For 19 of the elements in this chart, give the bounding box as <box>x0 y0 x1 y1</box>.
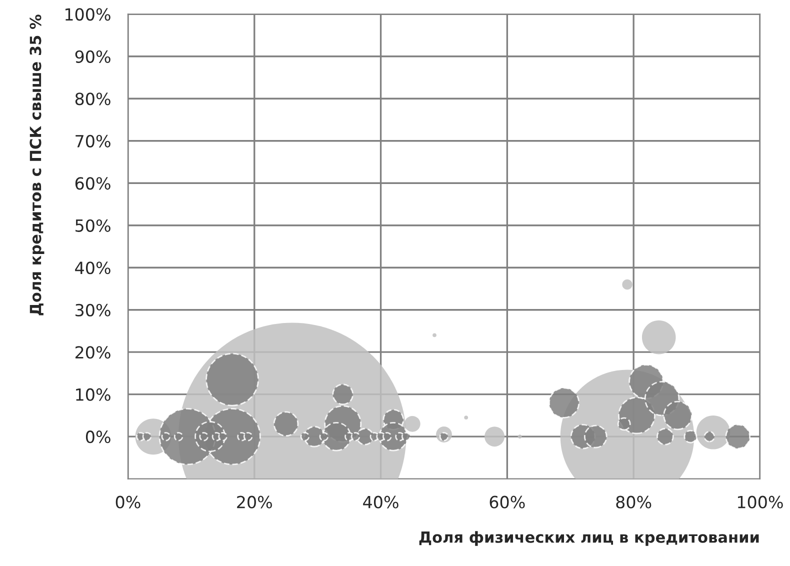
y-tick-label: 10% <box>76 388 110 401</box>
y-tick-label: 40% <box>75 262 110 274</box>
x-axis-title: Доля физических лиц в кредитовании <box>419 531 759 546</box>
x-tick-label: 20% <box>237 496 272 508</box>
y-tick-label: 70% <box>76 134 110 148</box>
y-tick-label: 0% <box>86 430 110 444</box>
x-tick-label: 100% <box>738 496 783 508</box>
x-tick-label: 80% <box>616 496 652 508</box>
y-tick-label: 100% <box>65 8 110 21</box>
x-tick-label: 40% <box>363 496 398 508</box>
y-tick-label: 20% <box>75 346 110 359</box>
y-tick-label: 60% <box>75 177 110 190</box>
y-tick-label: 90% <box>75 50 110 63</box>
x-tick-label: 60% <box>490 496 525 508</box>
x-tick-label: 0% <box>116 496 140 508</box>
y-tick-label: 80% <box>75 92 110 106</box>
y-axis-title: Доля кредитов с ПСК свыше 35 % <box>30 14 44 316</box>
y-tick-label: 30% <box>76 304 110 316</box>
y-tick-label: 50% <box>76 219 110 232</box>
